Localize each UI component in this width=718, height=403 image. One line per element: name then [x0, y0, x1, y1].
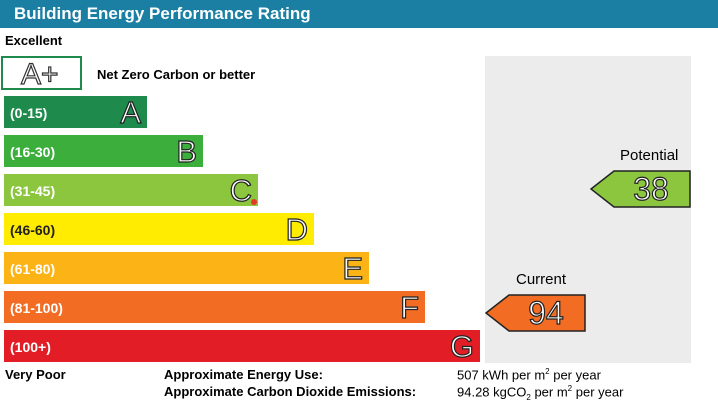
- band-letter: D: [285, 212, 309, 247]
- band-range: (61-80): [10, 261, 56, 277]
- potential-arrow: [590, 170, 691, 208]
- band-letter: A: [120, 95, 142, 130]
- net-zero-letter: A+: [20, 58, 59, 91]
- potential-label: Potential: [620, 147, 679, 164]
- header-bar: Building Energy Performance Rating: [0, 0, 718, 28]
- band-a: (0-15) A: [3, 95, 148, 129]
- band-c-dot: [251, 199, 257, 205]
- band-range: (31-45): [10, 183, 56, 199]
- band-c: (31-45) C: [3, 173, 259, 207]
- band-d: (46-60) D: [3, 212, 315, 246]
- band-g: (100+) G: [3, 329, 481, 363]
- band-b: (16-30) B: [3, 134, 204, 168]
- current-label: Current: [516, 271, 567, 288]
- band-f: (81-100) F: [3, 290, 426, 324]
- band-range: (46-60): [10, 222, 56, 238]
- very-poor-label: Very Poor: [5, 367, 66, 382]
- band-range: (100+): [10, 339, 51, 355]
- excellent-label: Excellent: [5, 33, 63, 48]
- band-range: (0-15): [10, 105, 48, 121]
- net-zero-description: Net Zero Carbon or better: [97, 67, 256, 82]
- band-range: (81-100): [10, 300, 63, 316]
- co2-emissions-label: Approximate Carbon Dioxide Emissions:: [164, 384, 417, 399]
- band-letter: F: [399, 290, 419, 325]
- band-letter: E: [342, 251, 364, 286]
- band-e: (61-80) E: [3, 251, 370, 285]
- current-value: 94: [528, 294, 565, 331]
- band-letter: G: [449, 329, 474, 364]
- band-letter: B: [176, 134, 198, 169]
- energy-use-value: 507 kWh per m2 per year: [457, 367, 601, 383]
- page-title: Building Energy Performance Rating: [14, 4, 311, 23]
- potential-value: 38: [633, 170, 670, 207]
- band-range: (16-30): [10, 144, 56, 160]
- band-letter: C: [229, 173, 253, 208]
- current-arrow: [485, 294, 586, 332]
- energy-use-label: Approximate Energy Use:: [164, 367, 323, 382]
- co2-emissions-value: 94.28 kgCO2 per m2 per year: [457, 384, 624, 402]
- net-zero-box: A+: [1, 56, 82, 90]
